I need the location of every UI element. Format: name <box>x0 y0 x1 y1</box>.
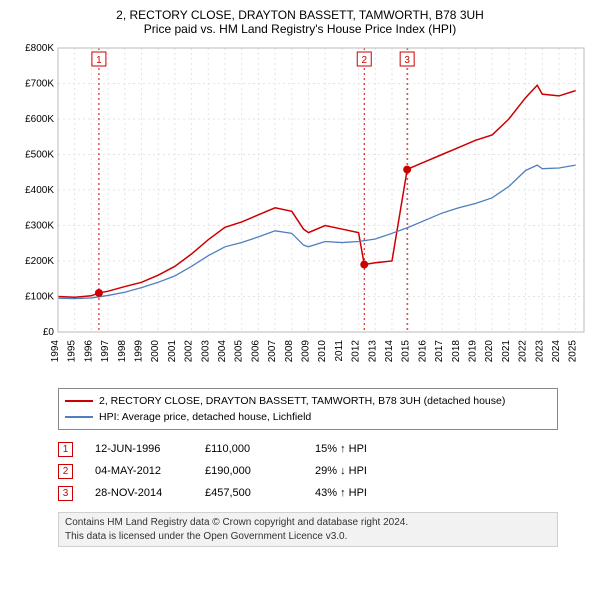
legend-item-1: HPI: Average price, detached house, Lich… <box>65 409 551 425</box>
footer-line-1: Contains HM Land Registry data © Crown c… <box>65 516 551 530</box>
svg-text:1996: 1996 <box>83 340 94 363</box>
event-row-1: 1 12-JUN-1996£110,00015% ↑ HPI <box>58 438 558 460</box>
svg-text:2009: 2009 <box>300 340 311 363</box>
event-date: 28-NOV-2014 <box>95 487 205 499</box>
event-marker-label: 2 <box>58 464 73 479</box>
svg-text:2005: 2005 <box>234 340 245 363</box>
svg-text:2010: 2010 <box>317 340 328 363</box>
svg-text:£200K: £200K <box>25 256 54 267</box>
svg-text:2000: 2000 <box>150 340 161 363</box>
footer-line-2: This data is licensed under the Open Gov… <box>65 530 551 544</box>
footer: Contains HM Land Registry data © Crown c… <box>58 512 558 547</box>
svg-text:1994: 1994 <box>50 340 61 363</box>
svg-text:2021: 2021 <box>501 340 512 363</box>
svg-text:£100K: £100K <box>25 292 54 303</box>
event-marker-label: 3 <box>58 486 73 501</box>
svg-text:£500K: £500K <box>25 150 54 161</box>
event-row-3: 3 28-NOV-2014£457,50043% ↑ HPI <box>58 482 558 504</box>
svg-text:2018: 2018 <box>451 340 462 363</box>
svg-text:2016: 2016 <box>417 340 428 363</box>
svg-text:2011: 2011 <box>334 340 345 362</box>
svg-text:1: 1 <box>96 55 102 66</box>
svg-text:£800K: £800K <box>25 43 54 54</box>
svg-text:2013: 2013 <box>367 340 378 363</box>
svg-text:2024: 2024 <box>551 340 562 363</box>
event-price: £190,000 <box>205 465 315 477</box>
svg-text:1995: 1995 <box>67 340 78 363</box>
svg-text:2007: 2007 <box>267 340 278 363</box>
event-date: 04-MAY-2012 <box>95 465 205 477</box>
svg-text:2: 2 <box>361 55 367 66</box>
legend-item-0: 2, RECTORY CLOSE, DRAYTON BASSETT, TAMWO… <box>65 393 551 409</box>
svg-text:£0: £0 <box>43 327 55 338</box>
event-diff: 15% ↑ HPI <box>315 443 558 455</box>
svg-text:2004: 2004 <box>217 340 228 363</box>
svg-text:1997: 1997 <box>100 340 111 363</box>
legend-label: HPI: Average price, detached house, Lich… <box>99 411 311 423</box>
event-date: 12-JUN-1996 <box>95 443 205 455</box>
event-price: £457,500 <box>205 487 315 499</box>
svg-text:2001: 2001 <box>167 340 178 363</box>
legend-label: 2, RECTORY CLOSE, DRAYTON BASSETT, TAMWO… <box>99 395 505 407</box>
event-dot-3 <box>403 166 411 174</box>
svg-text:£700K: £700K <box>25 79 54 90</box>
svg-text:£400K: £400K <box>25 185 54 196</box>
svg-text:2015: 2015 <box>401 340 412 363</box>
svg-text:2023: 2023 <box>534 340 545 363</box>
event-diff: 43% ↑ HPI <box>315 487 558 499</box>
legend-swatch <box>65 400 93 402</box>
event-dot-1 <box>95 289 103 297</box>
svg-text:1998: 1998 <box>117 340 128 363</box>
svg-text:2008: 2008 <box>284 340 295 363</box>
svg-text:2012: 2012 <box>351 340 362 363</box>
svg-text:2022: 2022 <box>518 340 529 363</box>
title-line-1: 2, RECTORY CLOSE, DRAYTON BASSETT, TAMWO… <box>10 8 590 22</box>
event-diff: 29% ↓ HPI <box>315 465 558 477</box>
svg-text:3: 3 <box>404 55 410 66</box>
legend-swatch <box>65 416 93 418</box>
svg-text:1999: 1999 <box>133 340 144 363</box>
event-dot-2 <box>360 261 368 269</box>
svg-text:2014: 2014 <box>384 340 395 363</box>
svg-text:2003: 2003 <box>200 340 211 363</box>
svg-text:£300K: £300K <box>25 221 54 232</box>
svg-text:£600K: £600K <box>25 114 54 125</box>
svg-text:2006: 2006 <box>250 340 261 363</box>
events-table: 1 12-JUN-1996£110,00015% ↑ HPI 2 04-MAY-201… <box>58 438 558 504</box>
legend: 2, RECTORY CLOSE, DRAYTON BASSETT, TAMWO… <box>58 388 558 430</box>
event-marker-label: 1 <box>58 442 73 457</box>
event-row-2: 2 04-MAY-2012£190,00029% ↓ HPI <box>58 460 558 482</box>
svg-text:2017: 2017 <box>434 340 445 363</box>
svg-text:2019: 2019 <box>467 340 478 363</box>
title-line-2: Price paid vs. HM Land Registry's House … <box>10 22 590 36</box>
svg-text:2002: 2002 <box>184 340 195 363</box>
chart: £0 £100K £200K £300K £400K £500K £600K £700K £80… <box>10 42 590 382</box>
svg-text:2020: 2020 <box>484 340 495 363</box>
svg-text:2025: 2025 <box>568 340 579 363</box>
event-price: £110,000 <box>205 443 315 455</box>
